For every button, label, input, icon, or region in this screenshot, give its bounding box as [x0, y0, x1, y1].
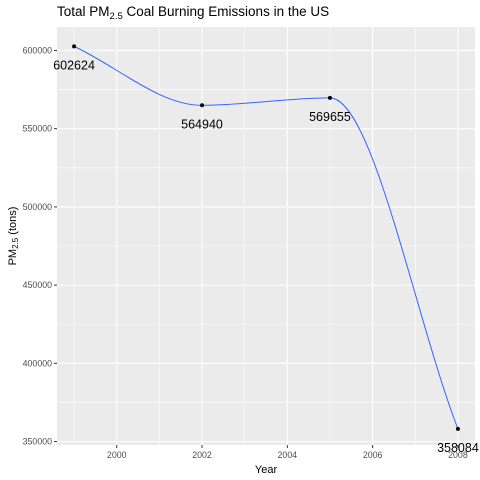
y-axis-title-subscript: 2.5	[11, 237, 20, 249]
y-axis-title: PM2.5 (tons)	[7, 207, 20, 266]
y-tick-label: 550000	[23, 124, 52, 134]
x-axis-title: Year	[255, 464, 278, 476]
plot-panel	[57, 27, 475, 445]
data-value-label: 602624	[53, 58, 95, 72]
data-point	[327, 95, 332, 100]
y-tick-label: 350000	[23, 437, 52, 447]
y-axis: 350000 400000 450000 500000 550000 600000	[23, 45, 57, 447]
x-tick-label: 2000	[107, 450, 127, 460]
data-point	[72, 44, 77, 49]
data-points	[72, 44, 460, 431]
data-value-label: 569655	[309, 110, 351, 124]
data-point	[455, 426, 460, 431]
x-tick-label: 2002	[192, 450, 212, 460]
x-tick-label: 2008	[448, 450, 468, 460]
chart-title: Total PM2.5 Coal Burning Emissions in th…	[57, 4, 329, 22]
data-point	[200, 103, 205, 108]
x-tick-label: 2004	[278, 450, 298, 460]
smooth-line-layer	[73, 45, 459, 430]
chart-title-subscript: 2.5	[110, 11, 123, 22]
grid-major	[57, 27, 475, 445]
chart-title-rest: Coal Burning Emissions in the US	[123, 4, 329, 19]
y-axis-title-rest: (tons)	[7, 207, 19, 238]
y-axis-title-main: PM	[7, 249, 19, 266]
data-value-label: 564940	[181, 117, 223, 131]
y-tick-label: 400000	[23, 358, 52, 368]
y-tick-label: 600000	[23, 45, 52, 55]
y-tick-label: 500000	[23, 202, 52, 212]
grid-minor	[57, 27, 475, 445]
x-tick-label: 2006	[363, 450, 383, 460]
y-tick-label: 450000	[23, 280, 52, 290]
smooth-line	[73, 45, 459, 430]
chart-title-main: Total PM	[57, 4, 110, 19]
x-axis: 2000 2002 2004 2006 2008	[107, 445, 468, 460]
